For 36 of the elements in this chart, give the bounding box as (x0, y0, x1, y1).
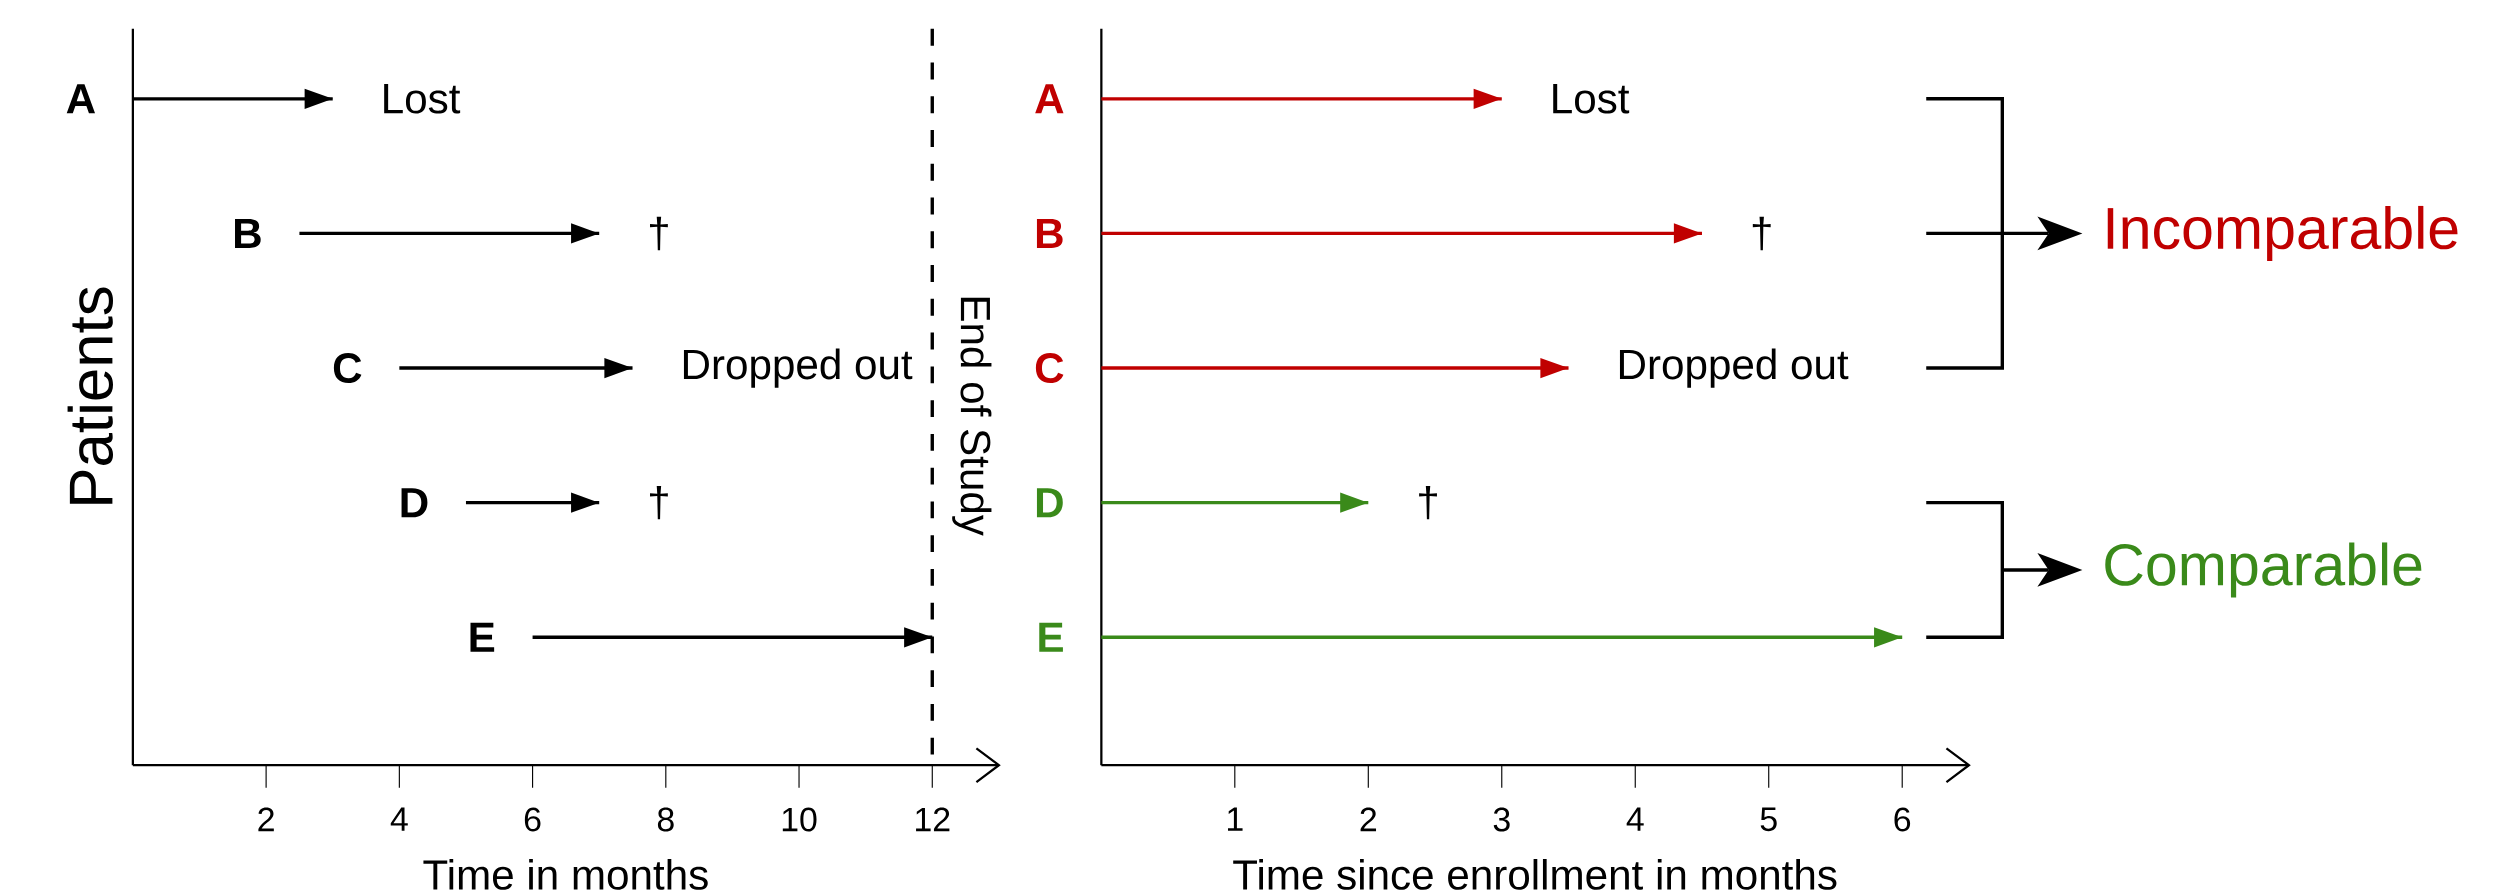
x-tick-label: 10 (782, 807, 817, 832)
x-tick-label: 2 (1360, 807, 1377, 832)
x-tick-label: 4 (1626, 807, 1644, 831)
annotation: † (650, 216, 668, 251)
annotation: † (1419, 486, 1437, 520)
x-tick-label: 8 (657, 807, 674, 832)
y-axis-title: Patients (67, 287, 114, 504)
annotation: Lost (1553, 84, 1630, 114)
annotation: † (1752, 216, 1771, 251)
x-axis-title: Time since enrollment in months (1233, 859, 1837, 891)
annotation: Dropped out (683, 348, 913, 388)
x-tick-label: 2 (258, 807, 274, 832)
y-tick-label: E (470, 622, 495, 652)
x-tick-label: 12 (916, 807, 950, 832)
x-tick-label: 6 (1894, 807, 1911, 832)
annotation: Lost (384, 84, 461, 114)
y-tick-label: B (1036, 219, 1063, 249)
y-tick-label: C (1035, 353, 1064, 384)
y-tick-label: A (1035, 84, 1064, 114)
annotation: † (650, 486, 668, 520)
x-tick-label: 3 (1493, 807, 1510, 832)
x-tick-label: 1 (1228, 807, 1243, 831)
ref-line-label: End of Study (952, 297, 992, 537)
y-tick-label: D (401, 488, 428, 518)
text: Incomparable (2107, 206, 2458, 262)
x-tick-label: 5 (1760, 807, 1777, 832)
x-tick-label: 6 (524, 807, 541, 832)
y-tick-label: C (333, 353, 362, 384)
x-tick-label: 4 (390, 807, 408, 831)
x-axis-title: Time in months (423, 859, 708, 891)
text: Comparable (2105, 542, 2422, 598)
y-tick-label: D (1036, 488, 1063, 518)
y-tick-label: A (66, 84, 96, 114)
y-tick-label: B (235, 219, 261, 249)
annotation: Dropped out (1619, 348, 1849, 388)
y-tick-label: E (1039, 622, 1063, 652)
